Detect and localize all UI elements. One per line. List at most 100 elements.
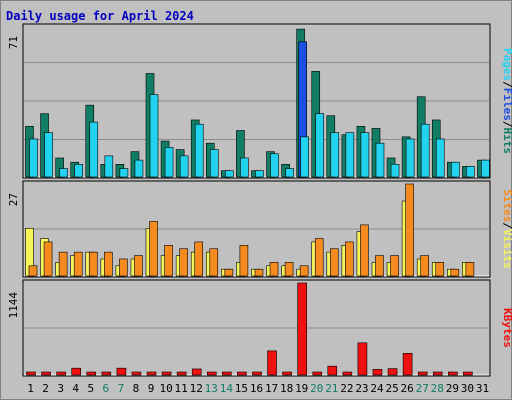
sites-bar <box>465 262 475 277</box>
sites-bar <box>375 255 384 277</box>
pages-bar <box>89 121 99 178</box>
kbytes-bar <box>101 371 112 376</box>
pages-bar <box>209 149 219 178</box>
pages-bar <box>405 138 415 178</box>
x-tick-label: 13 <box>205 382 218 395</box>
y-max-label: 1144 <box>7 292 20 319</box>
sites-bar <box>390 255 399 277</box>
panel-legend-visits-sites: Sites/Visits <box>501 189 512 269</box>
pages-bar <box>194 123 204 178</box>
x-tick-label: 24 <box>370 382 384 395</box>
x-tick-label: 2 <box>42 382 49 395</box>
x-tick-label: 7 <box>118 382 125 395</box>
kbytes-bar <box>297 282 307 376</box>
legend-separator: / <box>501 121 512 128</box>
sites-bar <box>28 265 38 277</box>
kbytes-bar <box>267 350 277 376</box>
legend-separator: / <box>501 81 512 88</box>
x-tick-label: 22 <box>340 382 353 395</box>
pages-bar <box>360 132 370 178</box>
pages-bar <box>466 166 475 178</box>
kbytes-bar <box>146 371 157 376</box>
x-tick-label: 28 <box>431 382 444 395</box>
sites-bar <box>239 245 249 277</box>
pages-bar <box>29 138 38 178</box>
x-tick-label: 16 <box>250 382 263 395</box>
x-tick-label: 10 <box>159 382 172 395</box>
sites-bar <box>435 262 445 277</box>
panel-legend-hits-files-pages: Pages/Files/Hits <box>501 48 512 154</box>
x-tick-label: 5 <box>87 382 94 395</box>
y-max-label: 27 <box>7 193 20 206</box>
kbytes-bar <box>448 371 458 376</box>
pages-bar <box>285 168 294 178</box>
pages-bar <box>451 161 460 178</box>
sites-bar <box>254 268 264 277</box>
sites-bar <box>224 268 234 277</box>
pages-bar <box>330 132 340 178</box>
sites-bar <box>450 268 460 277</box>
kbytes-bar <box>222 371 232 376</box>
pages-bar <box>375 142 385 178</box>
kbytes-bar <box>342 371 353 376</box>
kbytes-bar <box>237 371 247 376</box>
x-tick-label: 19 <box>295 382 308 395</box>
sites-bar <box>209 248 219 277</box>
pages-bar <box>74 164 83 178</box>
sites-bar <box>134 255 143 277</box>
pages-bar <box>255 170 264 178</box>
chart-title: Daily usage for April 2024 <box>6 9 194 23</box>
sites-bar <box>104 251 113 277</box>
x-tick-label: 30 <box>461 382 474 395</box>
x-tick-label: 8 <box>133 382 140 395</box>
pages-bar <box>420 123 430 178</box>
x-tick-label: 14 <box>220 382 234 395</box>
pages-bar <box>179 155 189 178</box>
pages-bar <box>44 132 53 178</box>
x-tick-label: 20 <box>310 382 323 395</box>
kbytes-bar <box>312 371 323 376</box>
kbytes-bar <box>86 371 97 376</box>
legend-visits: Visits <box>501 229 512 269</box>
sites-bar <box>345 241 354 277</box>
sites-bar <box>314 238 324 277</box>
kbytes-bar <box>116 367 127 376</box>
sites-bar <box>269 262 279 277</box>
x-tick-label: 11 <box>175 382 188 395</box>
legend-separator: / <box>501 222 512 229</box>
sites-bar <box>420 255 429 277</box>
kbytes-bar <box>417 371 428 376</box>
x-tick-label: 6 <box>103 382 110 395</box>
panel-legend-kbytes: KBytes <box>501 308 512 348</box>
kbytes-bar <box>191 368 202 376</box>
kbytes-bar <box>206 371 217 376</box>
kbytes-bar <box>41 371 51 376</box>
kbytes-bar <box>327 365 338 376</box>
x-tick-label: 26 <box>401 382 414 395</box>
kbytes-bar <box>387 368 398 376</box>
sites-bar <box>164 245 173 277</box>
legend-hits: Hits <box>501 128 512 155</box>
pages-bar <box>119 168 129 178</box>
kbytes-bar <box>432 371 443 376</box>
pages-bar <box>59 168 68 178</box>
kbytes-bar <box>463 371 473 376</box>
y-max-label: 71 <box>7 36 20 49</box>
legend-files: Files <box>501 88 512 121</box>
sites-bar <box>58 251 68 277</box>
x-tick-label: 17 <box>265 382 278 395</box>
sites-bar <box>179 248 188 277</box>
pages-bar <box>149 94 159 178</box>
x-tick-label: 27 <box>416 382 429 395</box>
x-tick-label: 9 <box>148 382 155 395</box>
kbytes-bar <box>26 371 36 376</box>
sites-bar <box>329 248 339 277</box>
x-tick-label: 12 <box>190 382 203 395</box>
kbytes-bar <box>161 371 172 376</box>
pages-bar <box>390 164 400 178</box>
sites-bar <box>149 221 158 277</box>
kbytes-bar <box>372 369 383 376</box>
legend-sites: Sites <box>501 189 512 222</box>
x-tick-label: 25 <box>385 382 398 395</box>
x-tick-label: 4 <box>72 382 79 395</box>
